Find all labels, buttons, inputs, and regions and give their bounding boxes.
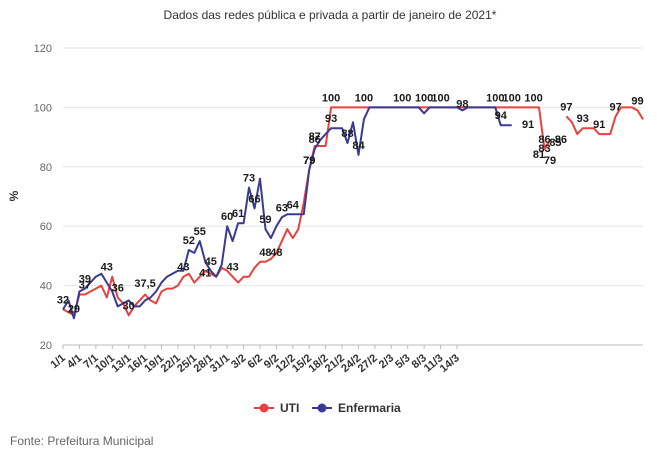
- legend-item-uti[interactable]: UTI: [254, 401, 299, 415]
- y-tick-40: 40: [40, 281, 52, 293]
- data-label-enfermaria-8: 61: [232, 208, 244, 220]
- data-label-uti-3: 30: [123, 300, 135, 312]
- source-note: Fonte: Prefeitura Municipal: [10, 434, 153, 448]
- legend-uti-label: UTI: [280, 401, 299, 415]
- y-tick-60: 60: [40, 221, 52, 233]
- data-label-enfermaria-14: 79: [303, 155, 315, 167]
- x-tick-label-10: 31/1: [208, 352, 232, 375]
- data-label-enfermaria-16: 93: [325, 113, 337, 125]
- data-label-enfermaria-9: 73: [243, 173, 255, 185]
- data-label-uti-22: 93: [577, 113, 589, 125]
- y-tick-20: 20: [40, 340, 52, 352]
- data-label-uti-15: 100: [431, 92, 449, 104]
- y-axis-label: %: [7, 190, 21, 201]
- data-label-enfermaria-11: 59: [259, 214, 271, 226]
- data-label-enfermaria-18: 84: [352, 140, 365, 152]
- x-tick-label-19: 27/2: [356, 352, 380, 375]
- data-label-uti-5: 41: [199, 268, 211, 280]
- x-tick-label-24: 14/3: [438, 352, 462, 375]
- data-label-uti-18: 100: [502, 92, 520, 104]
- data-label-enfermaria-19: 94: [495, 110, 508, 122]
- legend-item-enfermaria[interactable]: Enfermaria: [312, 401, 401, 415]
- y-axis-ticks: 20 40 60 80 100 120: [34, 43, 52, 352]
- data-label-enfermaria-10: 66: [248, 193, 260, 205]
- data-label-enfermaria-13: 64: [287, 199, 300, 211]
- data-label-uti-11: 100: [322, 92, 340, 104]
- legend-uti-marker: [260, 404, 269, 413]
- data-label-enfermaria-23: 79: [544, 155, 556, 167]
- data-label-enfermaria-0: 29: [68, 303, 80, 315]
- data-label-uti-8: 48: [270, 247, 282, 259]
- data-label-uti-4: 37,5: [134, 278, 155, 290]
- data-label-enfermaria-15: 86: [309, 134, 321, 146]
- data-label-enfermaria-5: 55: [194, 226, 206, 238]
- data-label-uti-21: 97: [560, 101, 572, 113]
- legend-enfermaria-marker: [318, 404, 327, 413]
- line-chart: Dados das redes pública e privada a part…: [0, 0, 657, 467]
- data-label-uti-16: 98: [456, 98, 468, 110]
- data-label-enfermaria-1: 39: [79, 274, 91, 286]
- data-label-uti-25: 99: [631, 95, 643, 107]
- data-label-uti-24: 97: [610, 101, 622, 113]
- data-label-enfermaria-20: 91: [522, 119, 534, 131]
- y-tick-80: 80: [40, 162, 52, 174]
- data-label-uti-13: 100: [393, 92, 411, 104]
- data-label-uti-19: 100: [524, 92, 542, 104]
- y-tick-120: 120: [34, 43, 52, 55]
- y-tick-100: 100: [34, 102, 52, 114]
- chart-title: Dados das redes pública e privada a part…: [164, 8, 497, 22]
- data-label-enfermaria-2: 43: [101, 262, 113, 274]
- data-label-enfermaria-3: 43: [177, 262, 189, 274]
- data-label-enfermaria-25: 86: [555, 134, 567, 146]
- legend: UTI Enfermaria: [254, 401, 401, 415]
- x-axis-ticks: 1/14/17/110/113/116/119/122/125/128/131/…: [48, 345, 461, 375]
- data-label-uti-23: 91: [593, 119, 605, 131]
- data-label-enfermaria-17: 88: [341, 128, 353, 140]
- data-label-uti-6: 43: [226, 262, 238, 274]
- legend-enfermaria-label: Enfermaria: [338, 401, 401, 415]
- data-label-enfermaria-6: 45: [205, 256, 217, 268]
- data-label-uti-2: 36: [112, 282, 124, 294]
- data-label-uti-12: 100: [355, 92, 373, 104]
